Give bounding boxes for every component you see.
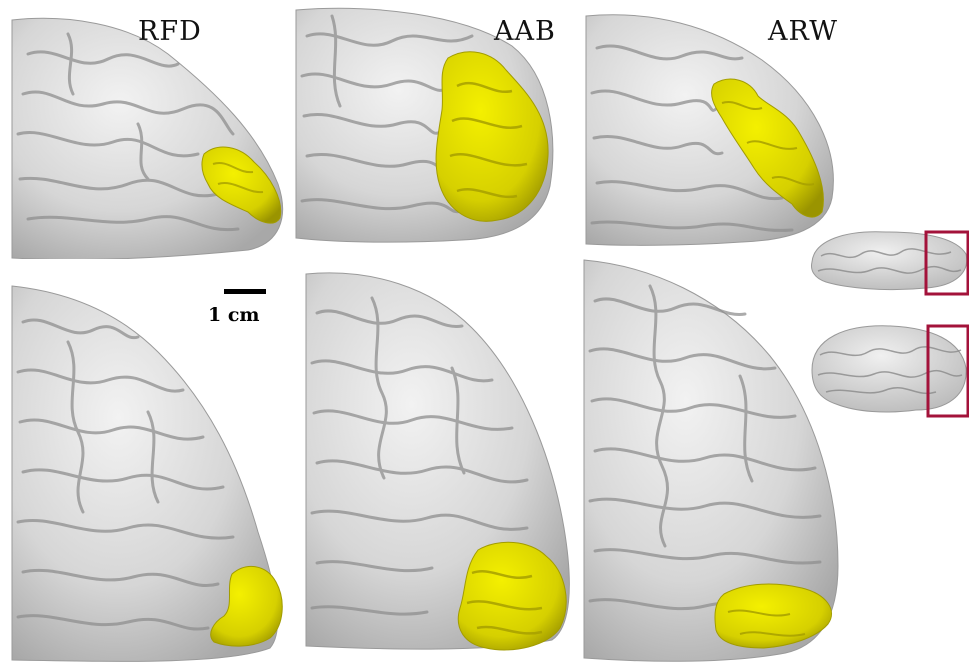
activation-region bbox=[210, 566, 283, 647]
panel-arw-top bbox=[582, 8, 840, 248]
label-aab: AAB bbox=[494, 16, 556, 47]
scale-bar bbox=[224, 289, 266, 294]
panel-aab-top bbox=[292, 6, 560, 246]
inset-highlight-box bbox=[924, 230, 969, 296]
activation-region bbox=[435, 51, 549, 222]
activation-region bbox=[711, 78, 824, 218]
inset-brain-lateral-top bbox=[806, 226, 969, 298]
panel-rfd-top bbox=[8, 14, 286, 259]
inset-brain-lateral-bottom bbox=[806, 320, 969, 420]
activation-region bbox=[201, 146, 282, 224]
activation-region bbox=[457, 541, 567, 651]
cortex-surface bbox=[11, 17, 283, 259]
panel-rfd-bottom bbox=[8, 282, 286, 666]
inset-highlight-box bbox=[926, 324, 969, 418]
panel-arw-bottom bbox=[580, 256, 842, 664]
scale-bar-label: 1 cm bbox=[208, 304, 260, 326]
label-arw: ARW bbox=[768, 16, 838, 47]
inset-brain bbox=[811, 231, 968, 291]
cortex-surface bbox=[11, 285, 279, 662]
panel-aab-bottom bbox=[302, 268, 570, 654]
label-rfd: RFD bbox=[138, 16, 202, 47]
